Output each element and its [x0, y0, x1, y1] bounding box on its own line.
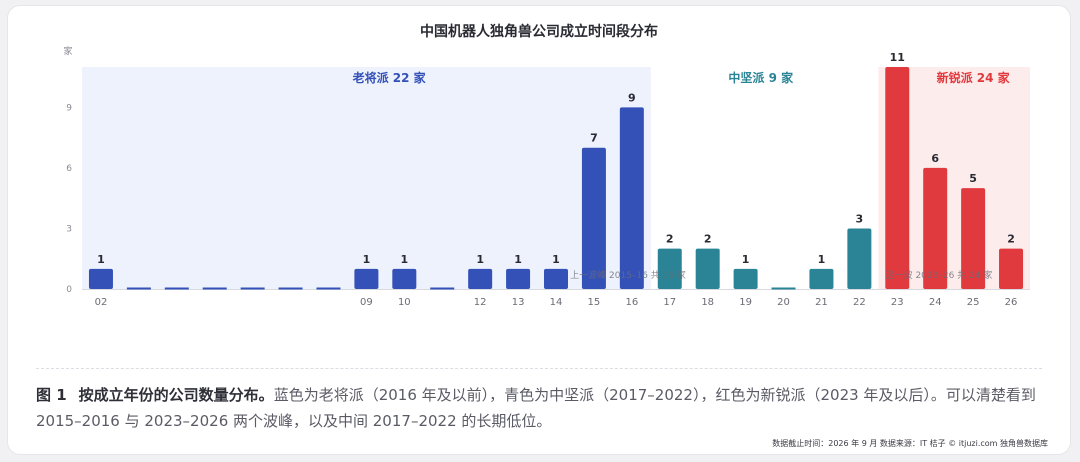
bar — [430, 287, 455, 290]
bar — [847, 228, 872, 289]
bar — [885, 67, 910, 289]
bar — [695, 248, 720, 289]
bar-value-label: 1 — [97, 253, 105, 266]
x-tick-label: 24 — [929, 297, 942, 308]
bar-value-label: 6 — [931, 152, 939, 165]
bar — [544, 268, 568, 289]
x-tick-label: 15 — [588, 297, 601, 308]
bar-chart: 中国机器人独角兽公司成立时间段分布家0369102109110112113114… — [63, 23, 1030, 308]
x-tick-label: 23 — [891, 297, 904, 308]
bar — [164, 287, 189, 290]
bar-value-label: 7 — [590, 132, 598, 145]
figure-caption: 图 1 按成立年份的公司数量分布。蓝色为老将派（2016 年及以前），青色为中坚派… — [36, 382, 1046, 434]
bar — [733, 268, 758, 289]
group-label: 中坚派 9 家 — [728, 70, 794, 85]
bar — [619, 107, 644, 289]
x-tick-label: 16 — [625, 297, 638, 308]
bar-value-label: 5 — [969, 172, 977, 185]
bar-value-label: 1 — [476, 253, 484, 266]
x-tick-label: 13 — [512, 297, 525, 308]
bar-value-label: 1 — [552, 253, 560, 266]
bar — [468, 268, 493, 289]
bar — [88, 268, 113, 289]
x-tick-label: 14 — [550, 297, 563, 308]
bar-value-label: 1 — [400, 253, 408, 266]
group-label-count: 9 家 — [769, 70, 795, 85]
bar-value-label: 1 — [363, 253, 371, 266]
bar-value-label: 1 — [742, 253, 750, 266]
group-label-name: 新锐派 — [937, 70, 977, 85]
bar — [999, 248, 1024, 289]
x-tick-label: 19 — [739, 297, 752, 308]
bar — [961, 188, 986, 289]
bar — [278, 287, 303, 290]
bar — [240, 287, 265, 290]
bar — [581, 147, 606, 289]
group-label: 老将派 22 家 — [353, 70, 427, 85]
group-label: 新锐派 24 家 — [937, 70, 1011, 85]
bar — [809, 268, 834, 289]
bar — [657, 248, 682, 289]
x-tick-label: 12 — [474, 297, 487, 308]
y-axis-unit: 家 — [63, 45, 72, 57]
bar-value-label: 3 — [856, 212, 864, 225]
bar-value-label: 9 — [628, 91, 636, 104]
x-tick-label: 21 — [815, 297, 828, 308]
annotation: 上一波峰 2015–16 共 16 家 — [570, 269, 686, 281]
figure-card: 中国机器人独角兽公司成立时间段分布家 0 3 6 9 1 02 1 09 1 10 1 12 1 13 1 14… — [8, 6, 1070, 454]
bar — [354, 268, 379, 289]
bar-value-label: 2 — [1007, 233, 1015, 246]
bar — [202, 287, 227, 290]
bar-value-label: 2 — [666, 233, 674, 246]
x-tick-label: 22 — [853, 297, 866, 308]
x-tick-label: 25 — [967, 297, 980, 308]
x-tick-label: 26 — [1005, 297, 1018, 308]
divider — [36, 368, 1042, 369]
x-tick-label: 20 — [777, 297, 790, 308]
bar — [923, 167, 948, 289]
chart-title: 中国机器人独角兽公司成立时间段分布 — [420, 23, 658, 40]
bar-value-label: 1 — [514, 253, 522, 266]
bar — [126, 287, 151, 290]
bar-value-label: 2 — [704, 233, 712, 246]
bar — [771, 287, 796, 290]
y-tick-label: 9 — [66, 103, 72, 113]
y-tick-label: 0 — [66, 285, 72, 295]
bar-value-label: 11 — [890, 51, 905, 64]
annotation: 这一波 2023–26 共 24 家 — [886, 269, 993, 281]
bar-value-label: 1 — [818, 253, 826, 266]
x-tick-label: 17 — [663, 297, 676, 308]
x-tick-label: 18 — [701, 297, 714, 308]
bar — [506, 268, 531, 289]
figure-label: 图 1 — [36, 386, 67, 404]
group-label-count: 22 家 — [393, 70, 427, 85]
group-label-name: 中坚派 — [728, 70, 768, 85]
x-tick-label: 09 — [360, 297, 373, 308]
caption-text: 蓝色为老将派（2016 年及以前），青色为中坚派（2017–2022），红色为新… — [36, 386, 1036, 430]
figure-title: 按成立年份的公司数量分布。 — [78, 386, 274, 404]
group-label-name: 老将派 — [353, 70, 393, 85]
x-tick-label: 10 — [398, 297, 411, 308]
group-band — [82, 67, 651, 289]
group-label-count: 24 家 — [977, 70, 1011, 85]
bar — [392, 268, 417, 289]
x-tick-label: 02 — [95, 297, 108, 308]
y-tick-label: 3 — [66, 224, 72, 234]
y-tick-label: 6 — [66, 164, 72, 174]
source-line: 数据截止时间：2026 年 9 月 数据来源：IT 桔子 © itjuzi.co… — [772, 439, 1048, 448]
bar — [316, 287, 341, 290]
